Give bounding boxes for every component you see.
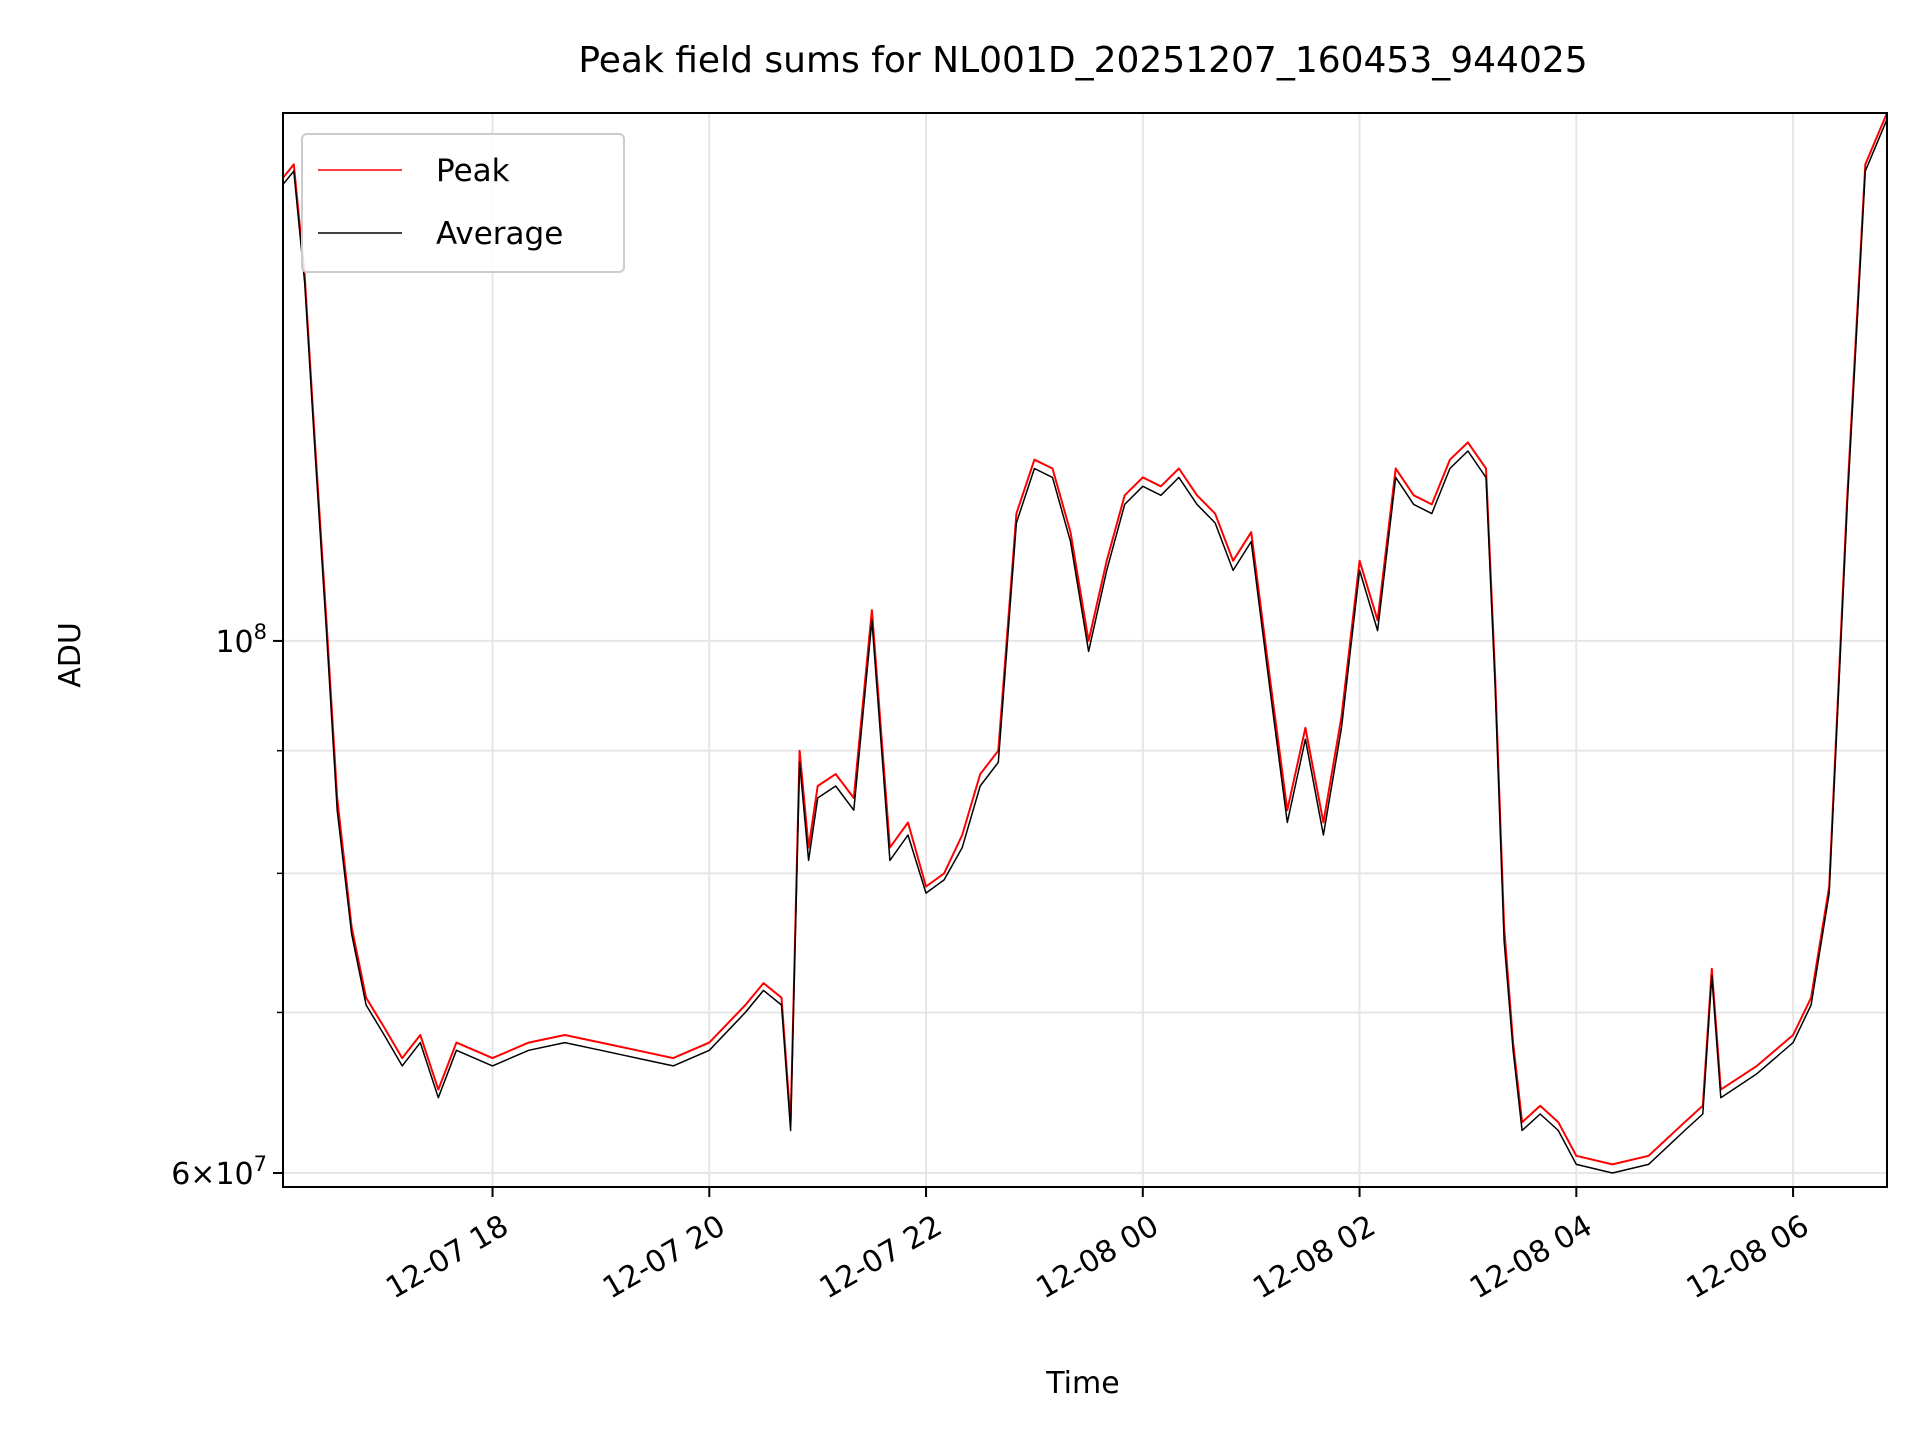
chart-title: Peak field sums for NL001D_20251207_1604…: [578, 40, 1587, 81]
y-tick-mantissa: 6: [171, 1157, 190, 1192]
y-tick-base: 10: [215, 1157, 253, 1192]
x-axis-label: Time: [1045, 1366, 1119, 1401]
y-tick-times: ×: [190, 1157, 215, 1192]
legend-frame: [301, 133, 625, 273]
series-line-peak: [283, 113, 1887, 1166]
grid: [283, 113, 1887, 1187]
plot-frame: [282, 112, 1888, 1188]
y-tick-label: 108: [215, 620, 267, 660]
y-axis-label: ADU: [53, 622, 88, 688]
y-tick-base: 10: [215, 625, 253, 660]
y-tick-exponent: 8: [254, 620, 267, 644]
y-tick-label: 6×107: [171, 1152, 267, 1192]
series-line-average: [283, 119, 1887, 1174]
series-layer: [283, 113, 1887, 1174]
legend-label-average: Average: [436, 216, 563, 252]
legend: Peak Average: [301, 133, 625, 273]
y-tick-exponent: 7: [254, 1152, 267, 1176]
legend-label-peak: Peak: [436, 153, 510, 189]
